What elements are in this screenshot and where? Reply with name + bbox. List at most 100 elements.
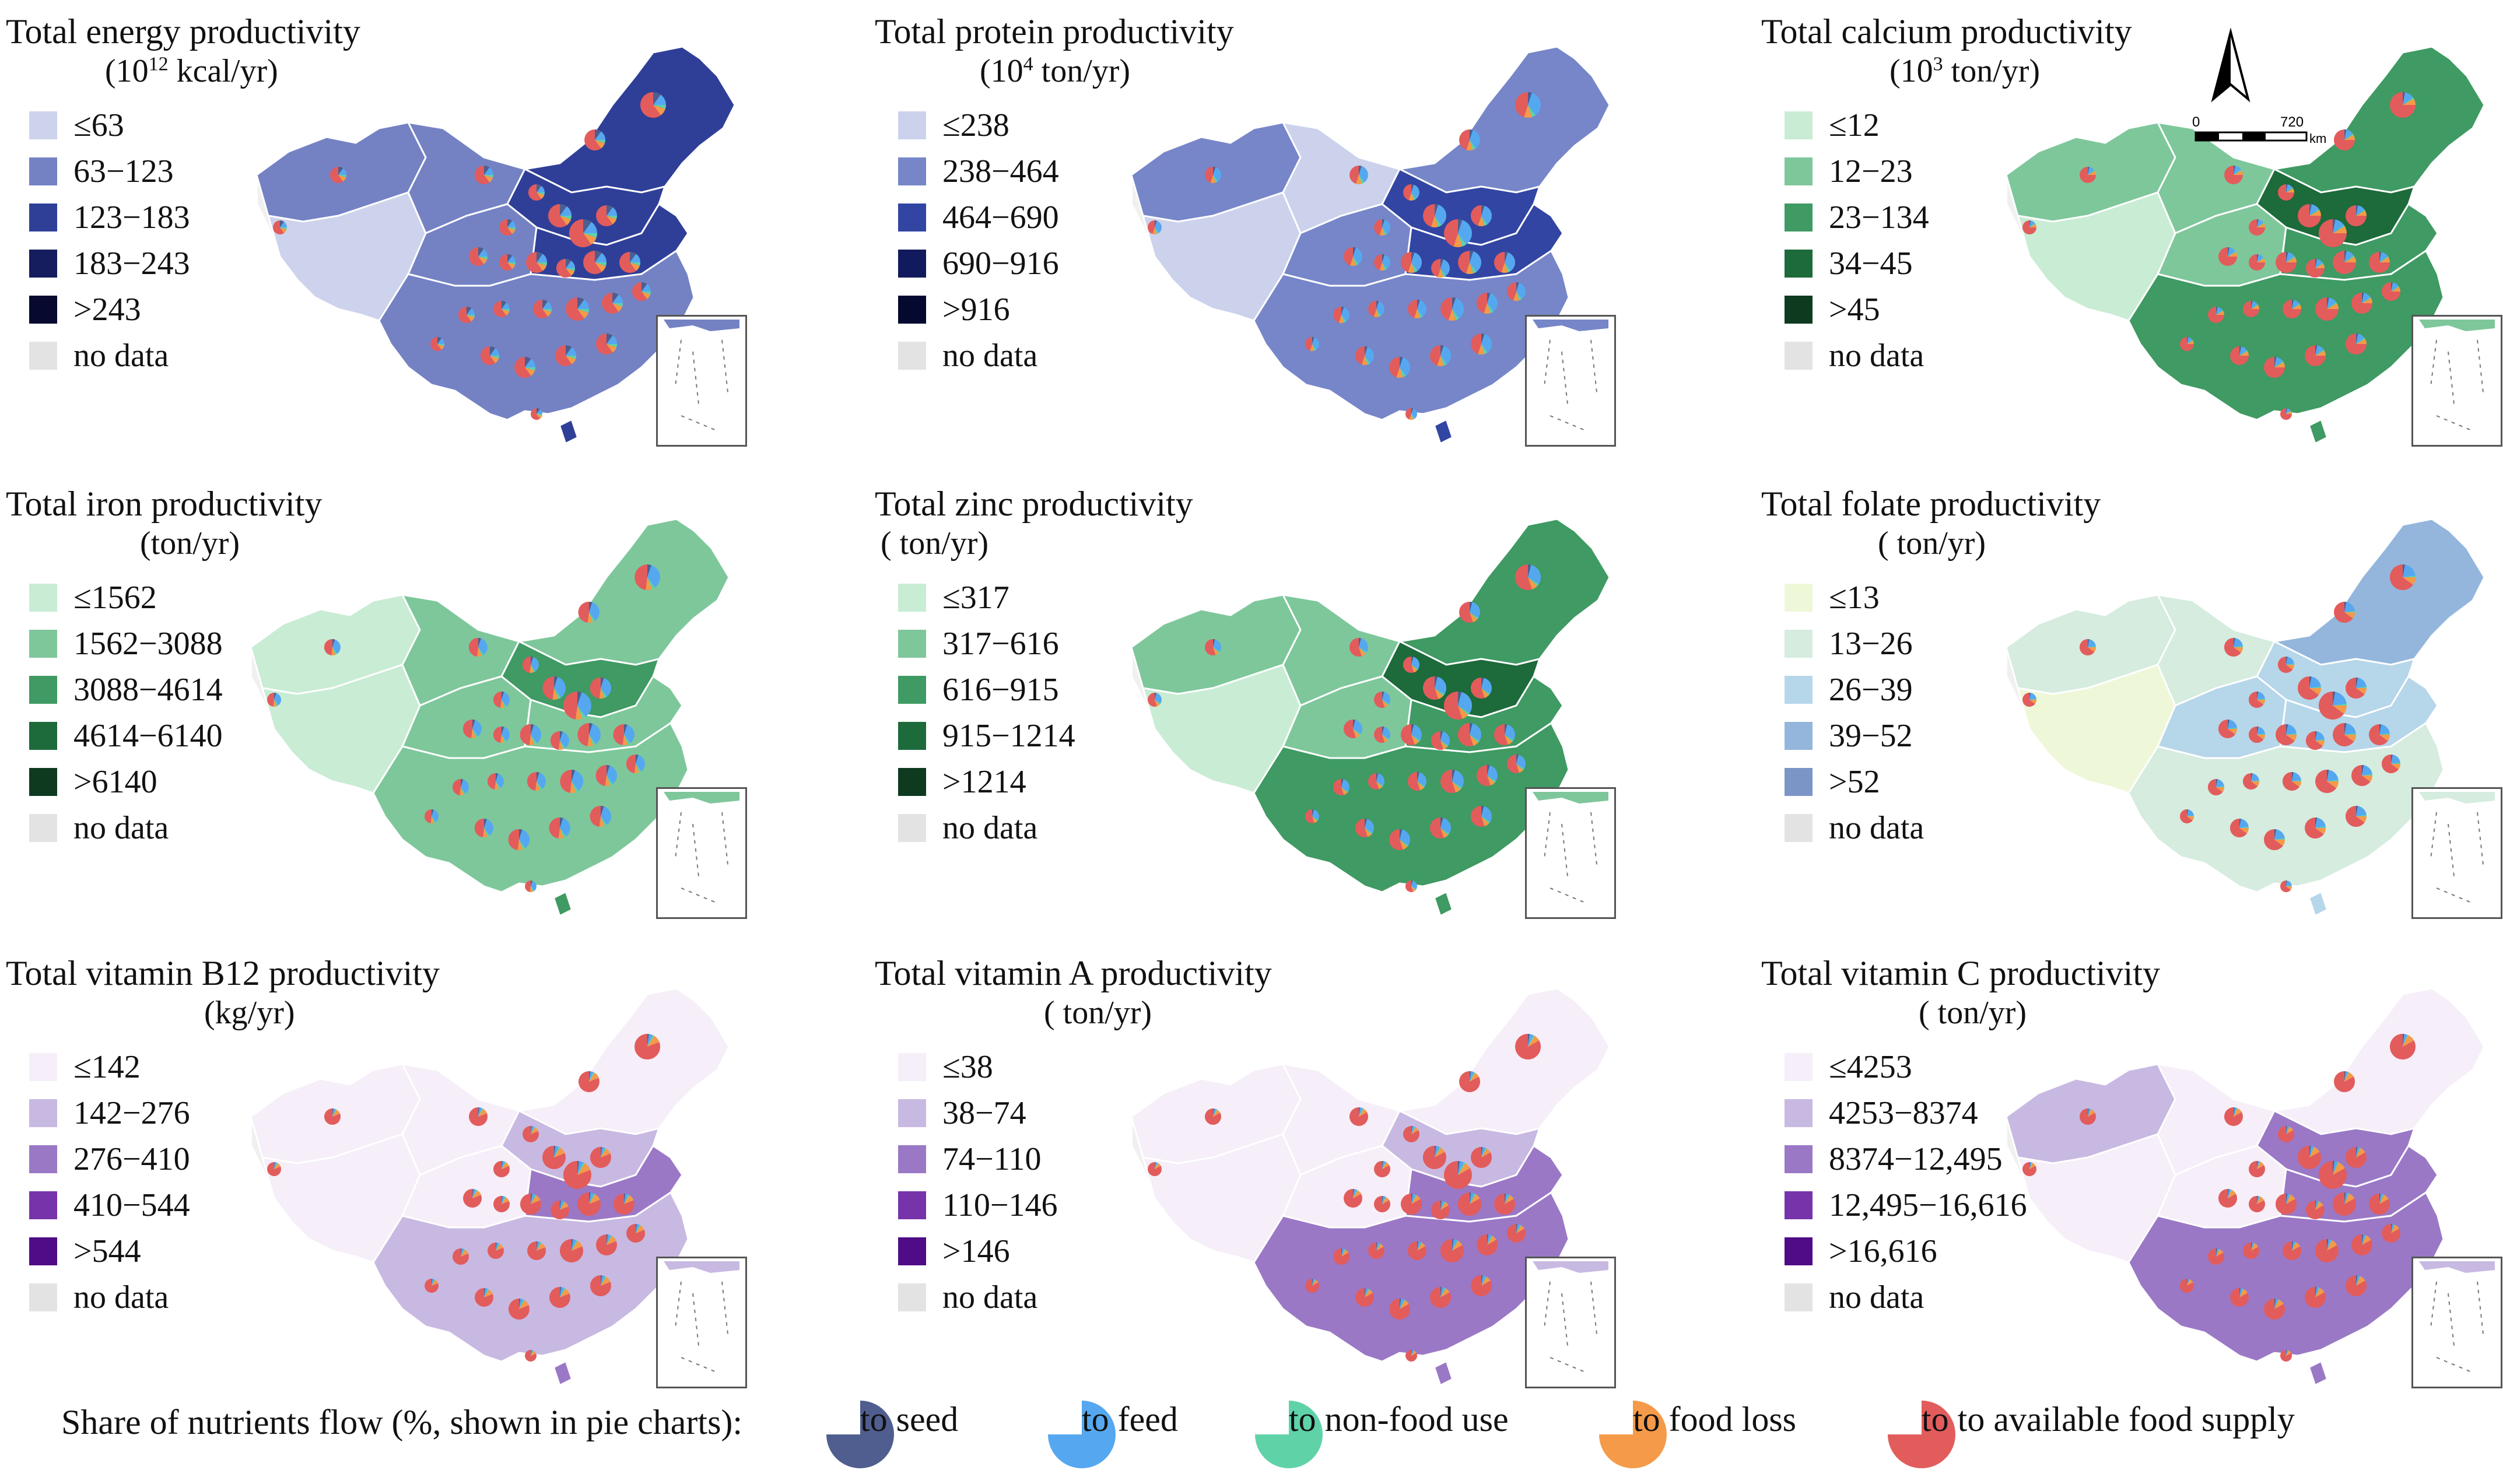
legend-swatch — [898, 721, 926, 750]
nutrient-flow-pie — [560, 770, 584, 793]
legend-entry: 276−410 — [29, 1136, 190, 1182]
nutrient-flow-pie — [2208, 1248, 2225, 1265]
panel-unit-exponent: 12 — [148, 53, 169, 75]
nutrient-flow-pie — [2305, 1200, 2325, 1219]
nutrient-flow-pie — [2207, 778, 2225, 795]
choropleth-legend: ≤12 12−23 23−134 34−45 >45 no data — [1785, 102, 1929, 378]
nutrient-flow-pie — [525, 1350, 537, 1362]
nutrient-flow-pie — [2080, 166, 2096, 183]
legend-swatch — [1785, 629, 1813, 658]
legend-swatch — [29, 1145, 57, 1173]
nutrient-flow-pie — [2333, 723, 2356, 746]
nutrient-flow-pie — [2305, 1286, 2326, 1308]
nutrient-flow-pie — [2249, 1195, 2266, 1212]
nutrient-flow-pie — [2305, 731, 2325, 750]
nutrient-flow-pie — [542, 1146, 566, 1169]
province-region — [1253, 249, 1570, 421]
nutrient-flow-pie — [1147, 1162, 1162, 1176]
legend-swatch — [898, 1099, 926, 1127]
legend-label: 12−23 — [1829, 153, 1913, 190]
nutrient-flow-pie — [1374, 1195, 1391, 1212]
legend-entry: 3088−4614 — [29, 666, 223, 713]
china-choropleth-map — [1108, 41, 1715, 484]
nutrient-flow-pie — [563, 1161, 591, 1189]
legend-swatch — [29, 295, 57, 324]
legend-label: no data — [942, 1279, 1038, 1315]
panel-unit-line: (1012 kcal/yr) — [105, 52, 278, 90]
legend-swatch — [898, 1053, 926, 1081]
nutrient-flow-pie — [2351, 292, 2372, 314]
nutrient-flow-pie — [560, 1239, 584, 1262]
nutrient-flow-pie — [2305, 345, 2326, 366]
nutrient-flow-pie — [578, 601, 600, 623]
panel-title: Total vitamin B12 productivity — [6, 954, 440, 992]
nutrient-flow-pie — [584, 129, 605, 150]
nutrient-flow-pie — [1423, 204, 1447, 227]
nutrient-flow-pie — [1431, 1200, 1450, 1219]
legend-label: 317−616 — [942, 625, 1059, 662]
nutrient-flow-pie — [493, 691, 510, 708]
legend-entry: >52 — [1785, 759, 1924, 805]
nutrient-flow-pie — [634, 564, 660, 590]
nutrient-flow-pie — [1204, 638, 1222, 655]
legend-entry: no data — [898, 332, 1059, 378]
nutrient-flow-pie — [1148, 220, 1162, 234]
nutrient-flow-pie — [2277, 656, 2295, 673]
nutrient-flow-pie — [566, 297, 590, 321]
province-region — [2127, 249, 2445, 421]
nutrient-flow-pie — [2318, 1161, 2347, 1189]
province-region — [1253, 721, 1570, 893]
legend-label: >916 — [942, 291, 1010, 328]
choropleth-legend: ≤63 63−123 123−183 183−243 >243 no data — [29, 102, 190, 378]
panel-unit-line: ( ton/yr) — [1878, 525, 1986, 562]
panel-unit-line: ( ton/yr) — [1044, 994, 1152, 1032]
nutrient-flow-pie — [474, 165, 493, 184]
nutrient-flow-pie — [1470, 678, 1492, 699]
nutrient-flow-pie — [522, 656, 539, 673]
nutrient-flow-pie — [1355, 818, 1375, 837]
nutrient-flow-pie — [1507, 282, 1526, 301]
nutrient-flow-pie — [619, 251, 640, 273]
legend-entry: no data — [1785, 1274, 2027, 1320]
nutrient-flow-pie — [1459, 1071, 1481, 1092]
legend-swatch — [1785, 111, 1813, 139]
panel-unit: ( ton/yr) — [1919, 995, 2027, 1031]
nutrient-flow-pie — [569, 219, 597, 247]
panel-unit: ( ton/yr) — [1878, 525, 1986, 562]
legend-label: 1562−3088 — [73, 625, 223, 662]
legend-swatch — [29, 1191, 57, 1219]
legend-entry: 183−243 — [29, 240, 190, 286]
nutrient-flow-pie — [626, 754, 645, 774]
south-china-sea-inset — [656, 1257, 747, 1388]
nutrient-flow-pie — [1403, 184, 1419, 201]
nutrient-flow-pie — [1349, 166, 1368, 184]
nutrient-flow-pie — [595, 764, 618, 787]
panel-unit-suffix: ton/yr) — [1943, 53, 2041, 89]
legend-label: >6140 — [73, 763, 157, 800]
legend-entry: no data — [1785, 805, 1924, 851]
nutrient-flow-pie — [2346, 1275, 2367, 1296]
nutrient-flow-pie — [2282, 771, 2302, 791]
province-region — [1397, 987, 1611, 1135]
nutrient-flow-pie — [324, 1108, 341, 1125]
legend-entry: 410−544 — [29, 1182, 190, 1228]
province-region — [378, 249, 695, 421]
panel-title: Total folate productivity — [1761, 485, 2101, 523]
legend-label: 616−915 — [942, 671, 1059, 708]
legend-entry: 26−39 — [1785, 666, 1924, 713]
south-china-sea-inset — [2411, 1257, 2502, 1388]
map-panel-folate: Total folate productivity ( ton/yr) ≤13 … — [1761, 484, 2503, 956]
legend-entry: 317−616 — [898, 620, 1075, 666]
legend-swatch — [29, 1053, 57, 1081]
nutrient-flow-pie — [1368, 773, 1385, 790]
legend-label: >146 — [942, 1233, 1010, 1269]
panel-unit-prefix: (10 — [105, 53, 149, 89]
nutrient-flow-pie — [1471, 334, 1492, 355]
panel-unit-prefix: (10 — [980, 53, 1023, 89]
nutrient-flow-pie — [1477, 1234, 1498, 1255]
nutrient-flow-pie — [329, 166, 346, 183]
nutrient-flow-pie — [2381, 1223, 2400, 1243]
south-china-sea-inset — [1525, 1257, 1616, 1388]
nutrient-flow-pie — [550, 731, 569, 750]
nutrient-flow-pie — [2280, 880, 2292, 892]
